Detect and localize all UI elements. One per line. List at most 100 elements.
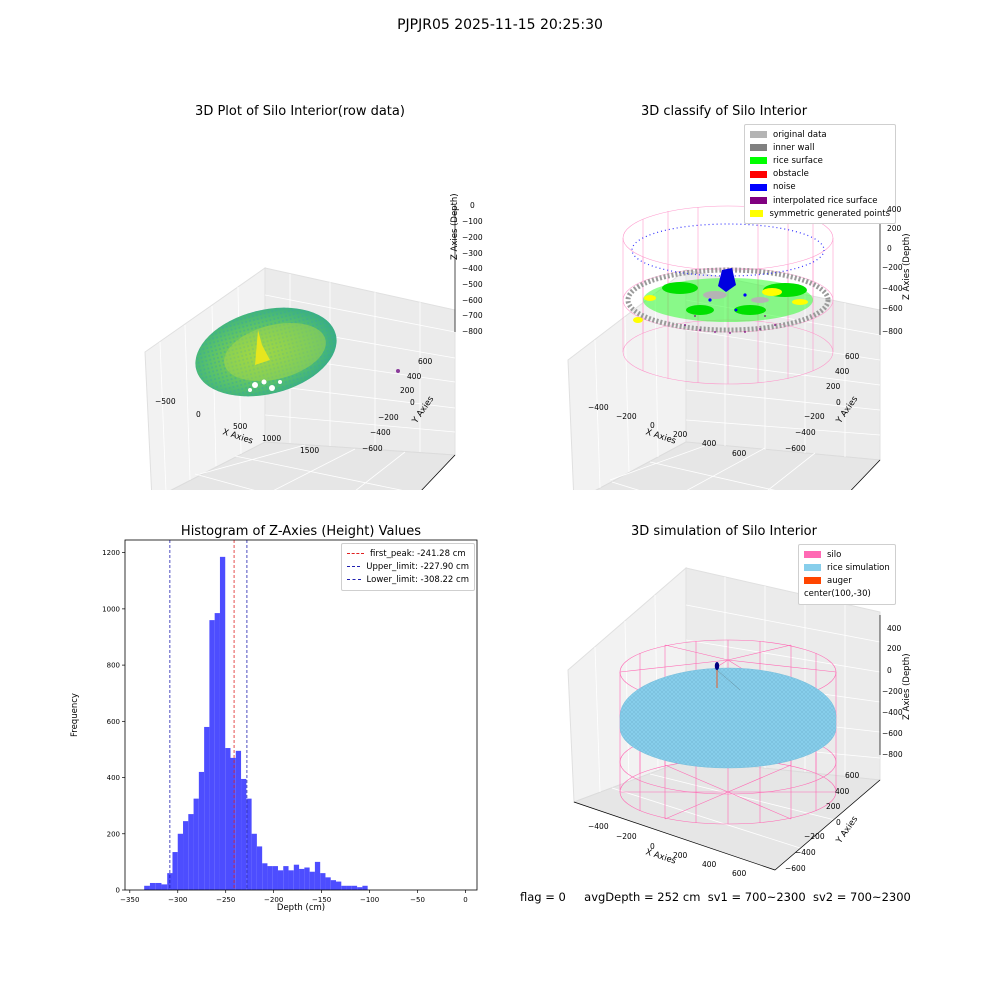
histogram-x-tick-label: −100 (360, 896, 379, 904)
legend-label: symmetric generated points (769, 208, 890, 219)
p2-noise-cluster (718, 268, 736, 292)
legend-swatch (750, 131, 767, 139)
histogram-bar (330, 880, 337, 890)
histogram-y-tick-label: 600 (107, 718, 120, 726)
p1-z-tick: −700 (462, 311, 483, 320)
panel2-title: 3D classify of Silo Interior (640, 104, 808, 119)
p4-x-tick: −400 (588, 822, 609, 831)
p2-legend-item: obstacle (750, 168, 890, 181)
legend-line (347, 553, 364, 555)
histogram-bar (357, 887, 363, 890)
histogram-bar (209, 620, 215, 890)
p1-y-tick: 200 (400, 386, 415, 395)
p4-legend: silo rice simulation auger center(100,-3… (798, 544, 896, 605)
p2-z-tick: −200 (882, 263, 903, 272)
figure-title: PJPJR05 2025-11-15 20:25:30 (397, 17, 603, 33)
status-footer: flag = 0 avgDepth = 252 cm sv1 = 700~230… (520, 890, 911, 904)
legend-label: obstacle (773, 169, 809, 180)
p2-y-tick: −600 (785, 444, 806, 453)
p4-y-tick: 0 (836, 818, 841, 827)
p4-x-tick: −200 (616, 832, 637, 841)
histogram-bar (262, 863, 268, 890)
histogram-x-tick-label: −200 (264, 896, 283, 904)
p1-z-tick: −800 (462, 327, 483, 336)
p1-y-tick: −200 (378, 413, 399, 422)
sv1-value: sv1 = 700~2300 (707, 890, 806, 904)
histogram-bar (230, 757, 236, 890)
p2-z-axis-label: Z Axies (Depth) (902, 233, 912, 300)
p1-outlier-point (396, 369, 400, 373)
histogram-y-tick-label: 0 (116, 887, 120, 895)
histogram-y-tick-label: 400 (107, 774, 120, 782)
histogram-bar (161, 884, 168, 890)
histogram-bar (283, 866, 289, 890)
histogram-y-tick-label: 1000 (102, 605, 120, 613)
p4-z-tick: 400 (887, 624, 902, 633)
legend-label: rice surface (773, 155, 823, 166)
legend-label: Lower_limit: -308.22 cm (366, 574, 469, 585)
histogram-ylabel: Frequency (70, 693, 80, 737)
legend-label: Upper_limit: -227.90 cm (366, 561, 469, 572)
histogram-x-tick-label: −50 (410, 896, 425, 904)
p2-y-tick: 200 (826, 382, 841, 391)
p4-z-tick: −800 (882, 750, 903, 759)
histogram-bar (177, 833, 184, 890)
histogram-bar (272, 866, 278, 890)
legend-label: rice simulation (827, 562, 890, 573)
histogram-legend-item: Upper_limit: -227.90 cm (347, 560, 469, 573)
histogram-bar (198, 771, 205, 890)
histogram-bar (293, 864, 300, 890)
p1-cloud-inner (224, 322, 326, 382)
legend-swatch (750, 210, 764, 218)
legend-swatch (804, 577, 821, 585)
legend-label: silo (827, 549, 842, 560)
p2-z-tick: −800 (882, 327, 903, 336)
p2-z-tick: 400 (887, 205, 902, 214)
histogram-x-tick-label: 0 (463, 896, 467, 904)
p4-z-tick: −200 (882, 687, 903, 696)
p2-z-tick: −400 (882, 284, 903, 293)
p1-y-tick: 0 (410, 398, 415, 407)
histogram-bar (172, 852, 178, 890)
p4-center-marker (714, 662, 720, 670)
p2-x-tick: −200 (616, 412, 637, 421)
p4-x-tick: 400 (702, 860, 717, 869)
p2-x-tick: 0 (650, 421, 655, 430)
p2-legend-item: symmetric generated points (750, 207, 890, 220)
histogram-bar (346, 885, 352, 890)
legend-swatch (750, 183, 767, 191)
legend-swatch (750, 197, 767, 205)
histogram-bar (144, 885, 150, 890)
p1-y-tick: 600 (418, 357, 433, 366)
p4-y-tick: −600 (785, 864, 806, 873)
p4-auger-arm (716, 669, 741, 691)
histogram-y-tick-label: 200 (107, 830, 120, 838)
histogram-bar (149, 882, 156, 890)
legend-line (347, 579, 361, 581)
p2-legend-item: noise (750, 181, 890, 194)
p1-z-axis-label: Z Axies (Depth) (450, 193, 460, 260)
histogram-legend-item: Lower_limit: -308.22 cm (347, 573, 469, 586)
p2-legend-item: inner wall (750, 141, 890, 154)
legend-swatch (804, 551, 821, 559)
histogram-x-tick-label: −250 (216, 896, 235, 904)
p1-y-axis-line (421, 454, 456, 490)
p2-x-tick: 600 (732, 449, 747, 458)
p1-y-tick: −400 (370, 428, 391, 437)
panel4-title: 3D simulation of Silo Interior (631, 524, 817, 539)
p2-z-tick: 200 (887, 224, 902, 233)
histogram-x-tick-label: −150 (312, 896, 331, 904)
p2-y-tick: 400 (835, 367, 850, 376)
histogram-bar (256, 846, 263, 890)
histogram-bar (299, 868, 305, 890)
p2-x-tick: 200 (673, 430, 688, 439)
p4-z-tick: 0 (887, 666, 892, 675)
p2-noise-ring (631, 223, 825, 277)
histogram-bar (235, 750, 242, 890)
histogram-bar (362, 885, 368, 890)
p2-y-tick: −400 (795, 428, 816, 437)
p1-z-tick: −100 (462, 217, 483, 226)
histogram-bar (225, 748, 231, 890)
histogram-bar (204, 726, 210, 890)
p1-z-tick: −300 (462, 249, 483, 258)
